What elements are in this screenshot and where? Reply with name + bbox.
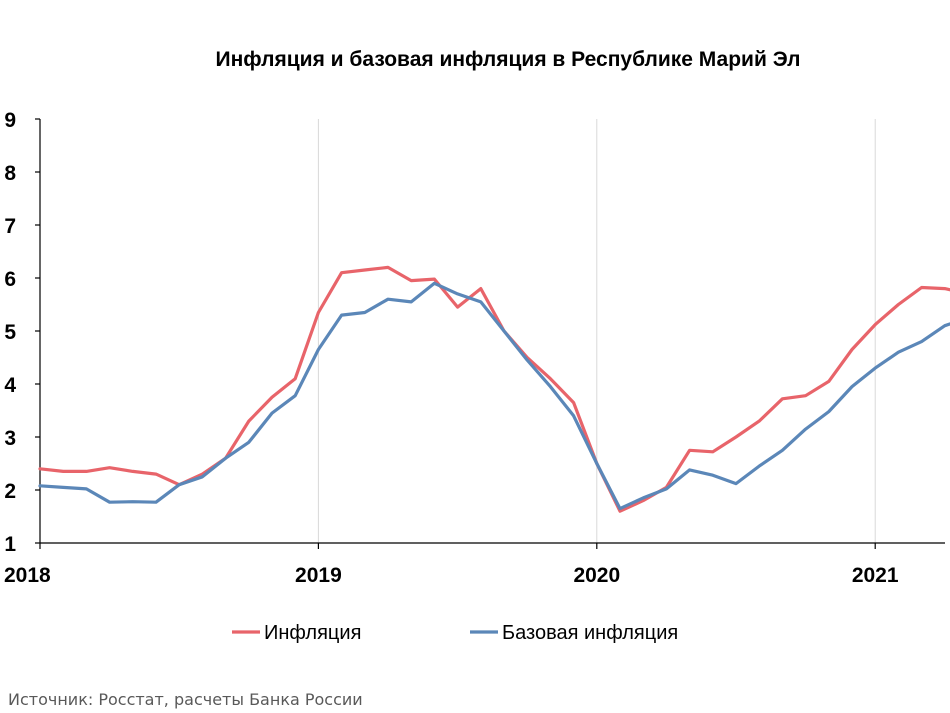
y-tick-label: 3 [4,427,16,450]
y-tick-label: 9 [4,109,16,132]
y-tick-label: 5 [4,321,16,344]
y-tick-label: 8 [4,162,16,185]
x-tick-label: 2021 [852,564,899,587]
y-tick-label: 4 [4,374,16,397]
y-tick-label: 6 [4,268,16,291]
legend-label: Базовая инфляция [502,622,678,644]
chart-title: Инфляция и базовая инфляция в Республике… [216,48,801,71]
x-tick-labels: 2018 2019 2020 2021 [4,564,899,587]
legend-label: Инфляция [264,622,361,644]
axes [35,118,945,549]
x-tick-label: 2018 [4,564,51,587]
y-tick-label: 1 [4,533,16,556]
series-lines [38,265,950,513]
vertical-gridlines [317,119,876,543]
legend-item-1: Базовая инфляция [470,622,678,644]
series-line-1 [38,281,950,511]
y-tick-label: 2 [4,480,16,503]
legend-item-0: Инфляция [232,622,361,644]
x-tick-label: 2019 [295,564,342,587]
series-line-0 [38,265,950,513]
source-note: Источник: Росстат, расчеты Банка России [8,690,363,709]
legend: Инфляция Базовая инфляция [232,622,678,644]
y-tick-labels: 1 2 3 4 5 6 7 8 9 [4,109,16,556]
y-tick-label: 7 [4,215,16,238]
x-tick-label: 2020 [573,564,620,587]
